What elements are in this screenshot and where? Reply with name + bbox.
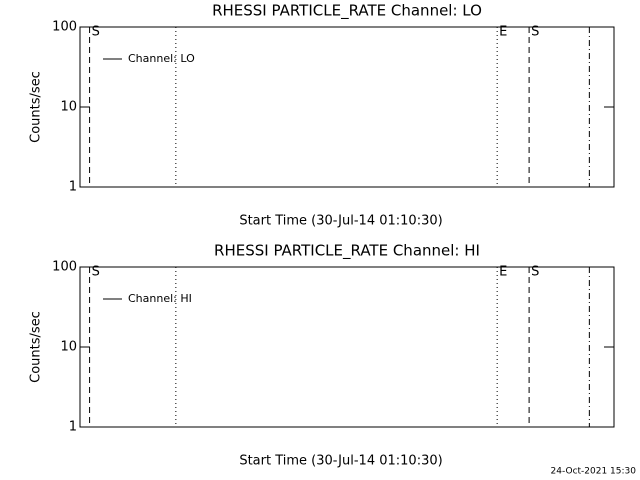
y-tick-label: 1 [69,180,77,195]
y-tick-label: 1 [69,420,77,435]
y-tick-label: 10 [60,340,77,355]
event-label: S [531,265,539,280]
y-tick-label: 100 [52,20,77,35]
y-axis-label: Counts/sec [29,71,44,143]
x-axis-label: Start Time (30-Jul-14 01:10:30) [239,214,442,229]
x-axis-label: Start Time (30-Jul-14 01:10:30) [239,454,442,469]
y-axis-label: Counts/sec [29,311,44,383]
event-label: E [499,25,507,40]
event-label: S [92,25,100,40]
event-label: S [531,25,539,40]
y-tick-label: 100 [52,260,77,275]
panel: RHESSI PARTICLE_RATE Channel: LO Start Ti… [29,2,615,229]
legend-label: Channel: HI [128,292,192,305]
footer: 24-Oct-2021 15:30 [551,467,637,477]
event-label: E [499,265,507,280]
y-tick-label: 10 [60,100,77,115]
panel: RHESSI PARTICLE_RATE Channel: HI Start Ti… [29,242,615,469]
chart-title: RHESSI PARTICLE_RATE Channel: LO [212,2,482,21]
legend-label: Channel: LO [128,52,195,65]
event-label: S [92,265,100,280]
chart-title: RHESSI PARTICLE_RATE Channel: HI [214,242,480,261]
